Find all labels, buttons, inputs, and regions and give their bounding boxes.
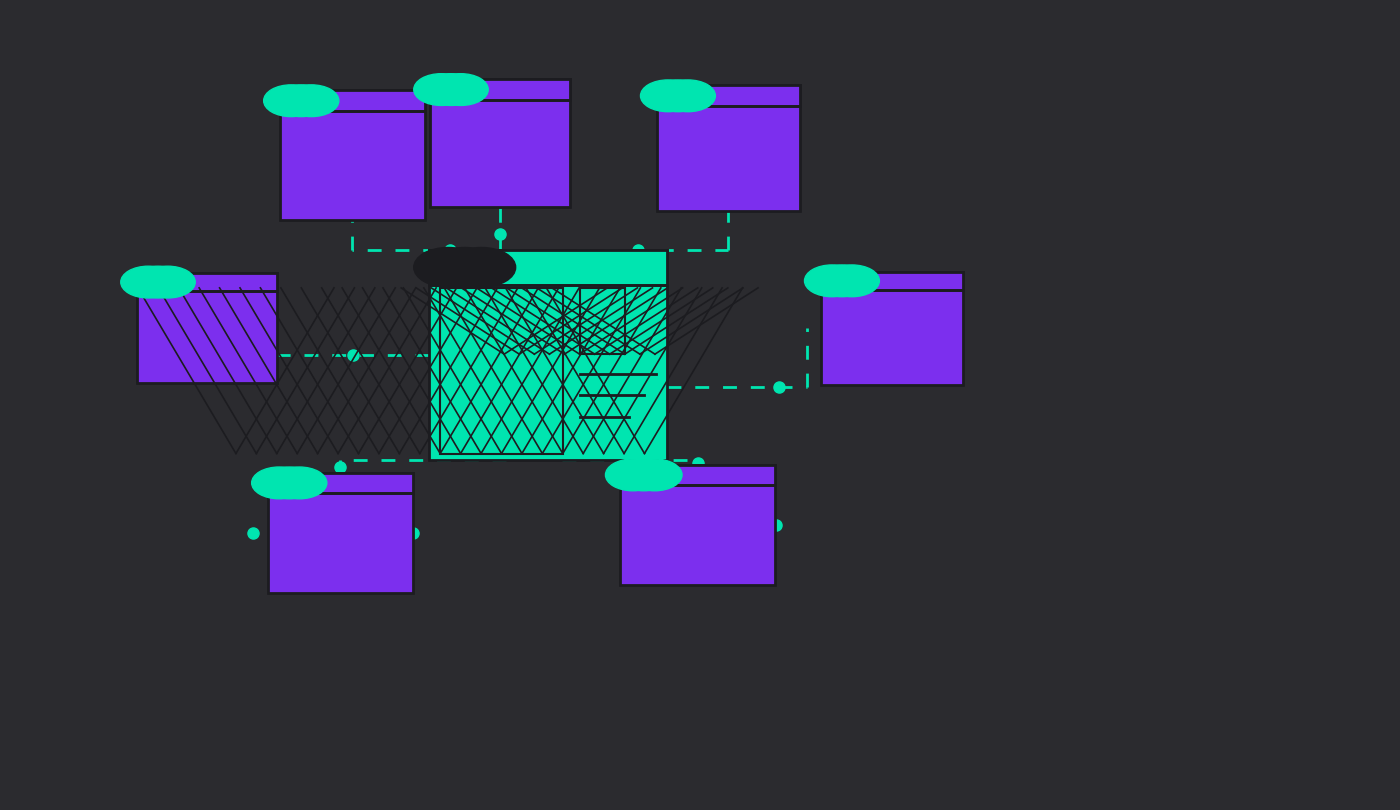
Bar bbox=[428, 250, 666, 284]
Circle shape bbox=[262, 467, 316, 499]
Circle shape bbox=[627, 459, 682, 491]
Circle shape bbox=[825, 265, 879, 296]
Bar bbox=[428, 250, 666, 460]
Bar bbox=[267, 473, 413, 593]
Circle shape bbox=[815, 265, 869, 296]
Bar bbox=[580, 288, 624, 354]
Circle shape bbox=[272, 467, 326, 499]
Bar bbox=[267, 473, 413, 492]
Bar bbox=[620, 465, 776, 485]
Circle shape bbox=[274, 85, 329, 117]
Bar bbox=[280, 90, 424, 112]
Circle shape bbox=[434, 74, 489, 105]
Circle shape bbox=[252, 467, 307, 499]
Bar bbox=[430, 79, 570, 100]
Bar bbox=[137, 273, 277, 291]
Circle shape bbox=[805, 265, 860, 296]
Bar bbox=[430, 79, 570, 207]
Circle shape bbox=[447, 248, 515, 288]
Circle shape bbox=[120, 266, 175, 298]
Bar bbox=[440, 288, 563, 454]
Bar bbox=[620, 465, 776, 585]
Bar bbox=[820, 271, 963, 385]
Circle shape bbox=[140, 266, 195, 298]
Circle shape bbox=[605, 459, 661, 491]
Circle shape bbox=[641, 80, 696, 112]
Bar bbox=[137, 273, 277, 383]
Circle shape bbox=[284, 85, 339, 117]
Bar bbox=[280, 90, 424, 220]
Circle shape bbox=[661, 80, 715, 112]
Circle shape bbox=[414, 74, 469, 105]
Circle shape bbox=[616, 459, 671, 491]
Bar bbox=[820, 271, 963, 290]
Circle shape bbox=[424, 74, 479, 105]
Circle shape bbox=[651, 80, 706, 112]
Circle shape bbox=[414, 248, 483, 288]
Circle shape bbox=[430, 248, 498, 288]
Circle shape bbox=[130, 266, 185, 298]
Circle shape bbox=[263, 85, 319, 117]
Bar bbox=[657, 86, 799, 211]
Bar bbox=[657, 86, 799, 106]
